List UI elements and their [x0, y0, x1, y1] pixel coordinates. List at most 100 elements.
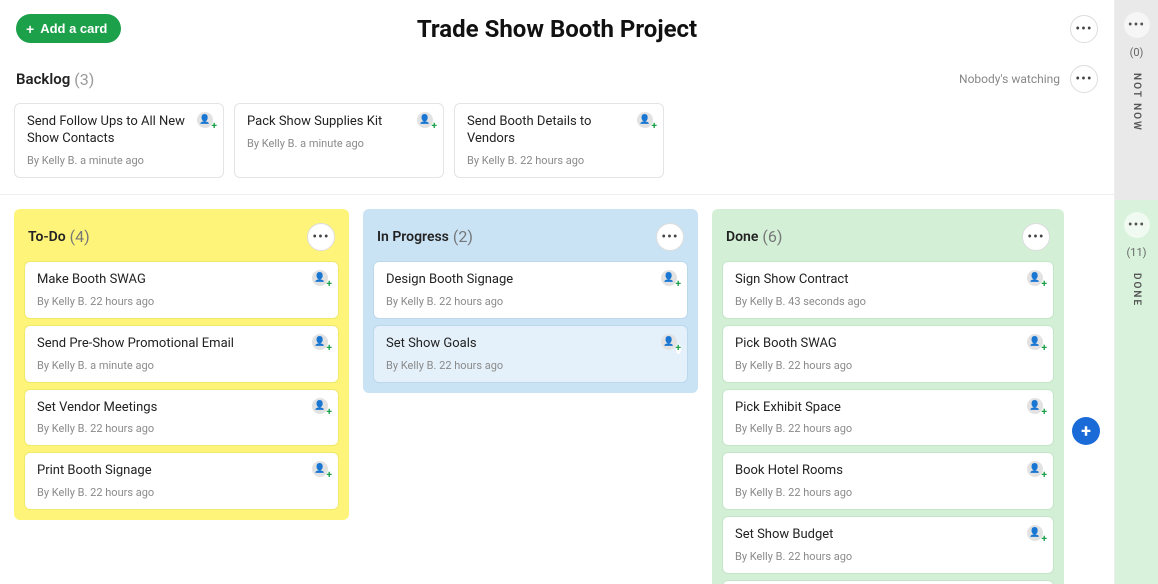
column-count: (6) — [762, 227, 782, 246]
card[interactable]: Pick Exhibit SpaceBy Kelly B. 22 hours a… — [722, 389, 1054, 447]
plus-icon: + — [327, 280, 332, 290]
person-icon: 👤 — [312, 270, 328, 286]
assignee-avatar[interactable]: 👤+ — [417, 112, 435, 130]
assignee-avatar[interactable]: 👤+ — [1027, 398, 1045, 416]
person-icon: 👤 — [1027, 334, 1043, 350]
plus-icon: + — [327, 408, 332, 418]
person-icon: 👤 — [1027, 461, 1043, 477]
add-card-button[interactable]: + Add a card — [16, 14, 121, 43]
card[interactable]: Book Team FlightsBy Kelly B. 22 hours ag… — [722, 580, 1054, 584]
assignee-avatar[interactable]: 👤+ — [312, 398, 330, 416]
column-count: (4) — [70, 227, 90, 246]
column-cards: Make Booth SWAG By Kelly B. 22 hours ago 👤… — [24, 261, 339, 511]
plus-icon: + — [212, 122, 217, 132]
plus-icon: + — [676, 344, 681, 354]
add-column-button[interactable]: + — [1072, 417, 1100, 445]
card[interactable]: Set Vendor MeetingsBy Kelly B. 22 hours … — [24, 389, 339, 447]
person-icon: 👤 — [312, 398, 328, 414]
dots-icon: ••• — [1075, 22, 1092, 36]
card[interactable]: Make Booth SWAGBy Kelly B. 22 hours ago👤… — [24, 261, 339, 319]
card[interactable]: Send Booth Details to VendorsBy Kelly B.… — [454, 103, 664, 178]
card-meta: By Kelly B. 22 hours ago — [735, 486, 1041, 499]
card[interactable]: Set Show Goals By Kelly B. 22 hours ago 👤+ — [373, 325, 688, 383]
sidebar-done[interactable]: ••• (11) DONE — [1115, 200, 1158, 584]
plus-icon: + — [1042, 535, 1047, 545]
column-menu-button[interactable]: ••• — [1022, 223, 1050, 251]
person-icon: 👤 — [1027, 270, 1043, 286]
person-icon: 👤 — [1027, 398, 1043, 414]
card-meta: By Kelly B. 22 hours ago — [735, 422, 1041, 435]
watching-label: Nobody's watching — [959, 72, 1060, 86]
card[interactable]: Set Show BudgetBy Kelly B. 22 hours ago👤… — [722, 516, 1054, 574]
assignee-avatar[interactable]: 👤+ — [1027, 461, 1045, 479]
assignee-avatar[interactable]: 👤+ — [312, 334, 330, 352]
assignee-avatar[interactable]: 👤+ — [1027, 270, 1045, 288]
card-meta: By Kelly B. 22 hours ago — [735, 359, 1041, 372]
backlog-menu-button[interactable]: ••• — [1070, 65, 1098, 93]
add-card-label: Add a card — [40, 21, 107, 36]
assignee-avatar[interactable]: 👤+ — [1027, 334, 1045, 352]
sidebar-done-count: (11) — [1127, 246, 1147, 259]
card-meta: By Kelly B. a minute ago — [37, 359, 326, 372]
backlog-header: Backlog (3) Nobody's watching ••• — [0, 57, 1114, 93]
sidebar-notnow[interactable]: ••• (0) NOT NOW — [1115, 0, 1158, 200]
card[interactable]: Print Booth Signage By Kelly B. 22 hours … — [24, 452, 339, 510]
card[interactable]: Send Pre-Show Promotional Email By Kelly … — [24, 325, 339, 383]
assignee-avatar[interactable]: 👤+ — [661, 334, 679, 352]
card[interactable]: Design Booth SignageBy Kelly B. 22 hours… — [373, 261, 688, 319]
person-icon: 👤 — [1027, 525, 1043, 541]
sidebar: ••• (0) NOT NOW ••• (11) DONE — [1114, 0, 1158, 584]
plus-icon: + — [327, 471, 332, 481]
assignee-avatar[interactable]: 👤+ — [637, 112, 655, 130]
card-meta: By Kelly B. 22 hours ago — [37, 486, 326, 499]
assignee-avatar[interactable]: 👤+ — [312, 270, 330, 288]
column-count: (2) — [453, 227, 473, 246]
assignee-avatar[interactable]: 👤+ — [1027, 525, 1045, 543]
sidebar-notnow-count: (0) — [1130, 46, 1144, 59]
plus-icon: + — [1042, 471, 1047, 481]
dots-icon: ••• — [1027, 230, 1044, 244]
card-title: Pack Show Supplies Kit — [247, 114, 431, 131]
column-todo: To-Do (4) ••• Make Booth SWAGBy Kelly B.… — [14, 209, 349, 521]
plus-icon: + — [1042, 344, 1047, 354]
card-title: Make Booth SWAG — [37, 272, 326, 289]
plus-icon: + — [327, 344, 332, 354]
card-title: Set Vendor Meetings — [37, 400, 326, 417]
person-icon: 👤 — [637, 112, 653, 128]
person-icon: 👤 — [197, 112, 213, 128]
assignee-avatar[interactable]: 👤+ — [312, 461, 330, 479]
plus-icon: + — [652, 122, 657, 132]
dots-icon: ••• — [1128, 18, 1145, 32]
card[interactable]: Pick Booth SWAGBy Kelly B. 22 hours ago👤… — [722, 325, 1054, 383]
card[interactable]: Book Hotel Rooms By Kelly B. 22 hours ago… — [722, 452, 1054, 510]
column-title: Done — [726, 229, 758, 245]
card-meta: By Kelly B. a minute ago — [27, 154, 211, 167]
column-menu-button[interactable]: ••• — [656, 223, 684, 251]
plus-icon: + — [676, 280, 681, 290]
header: + Add a card Trade Show Booth Project ••… — [0, 0, 1114, 57]
board: To-Do (4) ••• Make Booth SWAGBy Kelly B.… — [0, 195, 1114, 584]
column-menu-button[interactable]: ••• — [307, 223, 335, 251]
plus-icon: + — [26, 22, 34, 36]
card-title: Book Hotel Rooms — [735, 463, 1041, 480]
column-in-progress: In Progress (2) ••• Design Booth Signage… — [363, 209, 698, 393]
dots-icon: ••• — [1075, 72, 1092, 86]
sidebar-menu-button[interactable]: ••• — [1124, 212, 1150, 238]
card-meta: By Kelly B. 22 hours ago — [386, 359, 675, 372]
plus-icon: + — [1042, 280, 1047, 290]
card[interactable]: Pack Show Supplies KitBy Kelly B. a minu… — [234, 103, 444, 178]
assignee-avatar[interactable]: 👤+ — [197, 112, 215, 130]
card[interactable]: Send Follow Ups to All New Show Contacts… — [14, 103, 224, 178]
dots-icon: ••• — [661, 230, 678, 244]
backlog-cards: Send Follow Ups to All New Show Contacts… — [0, 93, 1114, 195]
project-menu-button[interactable]: ••• — [1070, 15, 1098, 43]
page-title: Trade Show Booth Project — [417, 15, 697, 43]
sidebar-menu-button[interactable]: ••• — [1124, 12, 1150, 38]
card[interactable]: Sign Show ContractBy Kelly B. 43 seconds… — [722, 261, 1054, 319]
assignee-avatar[interactable]: 👤+ — [661, 270, 679, 288]
card-title: Print Booth Signage — [37, 463, 326, 480]
card-title: Set Show Goals — [386, 336, 675, 353]
card-meta: By Kelly B. 22 hours ago — [735, 550, 1041, 563]
card-title: Send Pre-Show Promotional Email — [37, 336, 326, 353]
person-icon: 👤 — [661, 334, 677, 350]
